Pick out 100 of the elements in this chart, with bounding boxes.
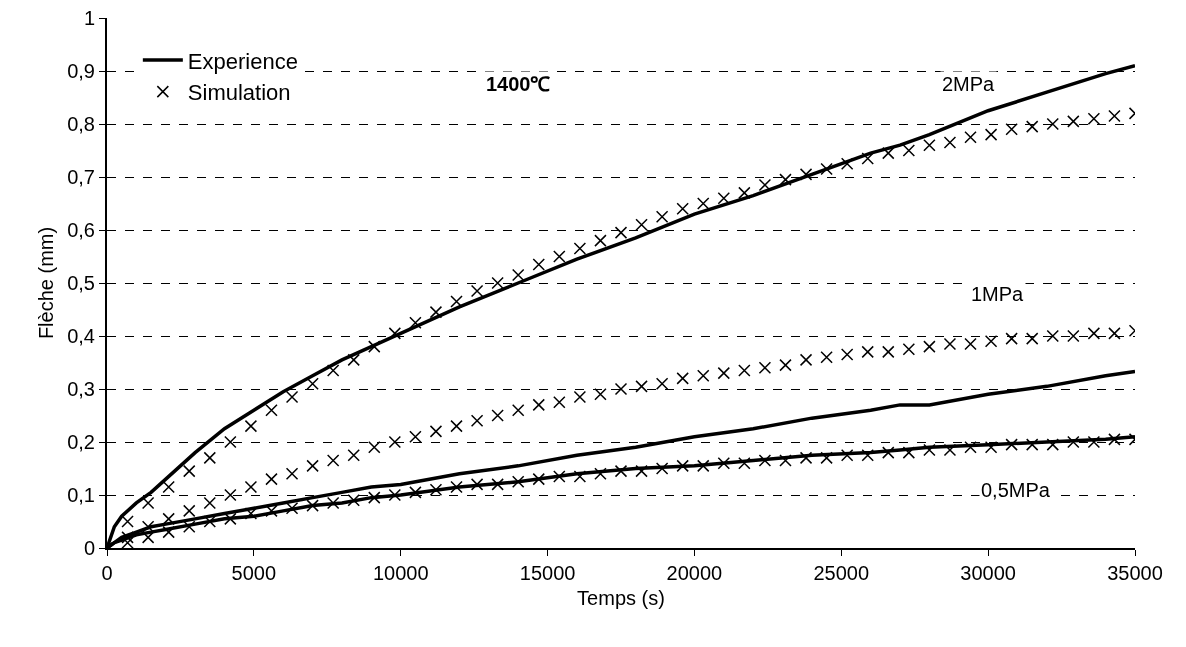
point [655,377,669,390]
point [491,478,504,491]
y-tick-label: 0,7 [67,166,95,188]
point [1005,123,1018,136]
x-tick-label: 5000 [231,562,277,584]
point [882,345,895,359]
y-tick-label: 0,8 [67,113,95,135]
point [162,480,175,494]
point [388,435,402,449]
point [861,345,874,359]
point [347,449,360,462]
point [799,353,813,367]
y-tick-label: 0,5 [67,272,95,294]
point [1108,327,1121,340]
point [779,173,792,186]
point [532,258,546,271]
point [964,337,977,351]
point [573,242,587,255]
point [450,419,463,433]
point [244,480,258,494]
annotation: 1MPa [971,283,1025,305]
point [861,152,874,165]
point [511,268,525,282]
point [141,531,155,544]
point [326,364,340,377]
y-tick-label: 0,1 [67,484,95,506]
point [162,525,175,539]
point [964,441,977,454]
point [758,178,772,192]
point [840,449,854,462]
point [882,146,895,160]
point [964,131,977,144]
point [635,464,648,478]
point [614,464,628,478]
x-tick-label: 35000 [1107,562,1163,584]
point [1025,438,1039,451]
y-tick-label: 1 [83,7,95,29]
point [717,366,731,380]
point [573,470,587,483]
point [429,305,443,319]
point [203,515,217,528]
point [717,456,731,470]
point [758,361,772,375]
point [450,295,463,308]
point [882,446,895,459]
point [511,403,525,417]
point [347,353,360,367]
legend-label: Simulation [187,80,291,106]
point [902,446,916,459]
point [306,499,319,512]
point [738,186,751,200]
point [902,343,916,356]
x-tick-label: 20000 [666,562,723,584]
point [121,515,134,528]
point [553,470,566,483]
y-tick-label: 0,3 [67,378,95,400]
point [820,162,833,176]
point [1067,329,1080,343]
point [388,327,402,340]
point [450,480,463,494]
point [676,372,689,385]
point [203,496,217,510]
point [182,504,196,518]
point [532,398,546,412]
point [141,520,155,534]
point [347,494,360,507]
annotation: 0,5MPa [981,479,1051,501]
point [470,414,484,428]
point [1005,438,1018,451]
point [511,475,525,488]
x-tick-label: 30000 [960,562,1016,584]
point [984,335,998,348]
point [162,512,175,526]
point [840,157,854,170]
point [1108,109,1121,123]
y-tick-label: 0,6 [67,219,95,241]
point [368,441,381,454]
point [244,419,258,433]
point [1067,115,1080,128]
point [1046,329,1060,343]
point [635,380,648,393]
x-axis-title: Temps (s) [577,587,665,609]
point [368,491,381,504]
point [696,459,710,473]
point [1087,327,1101,340]
point [943,337,957,351]
point [182,520,196,534]
point [409,430,422,443]
point [738,456,751,470]
point [553,250,566,263]
point [491,276,504,290]
point [121,536,134,548]
point [984,128,998,141]
point [141,496,155,510]
point [923,443,936,457]
legend-label: Experience [187,48,298,74]
point [368,340,381,353]
point [799,168,813,181]
point [265,472,278,486]
point [696,369,710,382]
